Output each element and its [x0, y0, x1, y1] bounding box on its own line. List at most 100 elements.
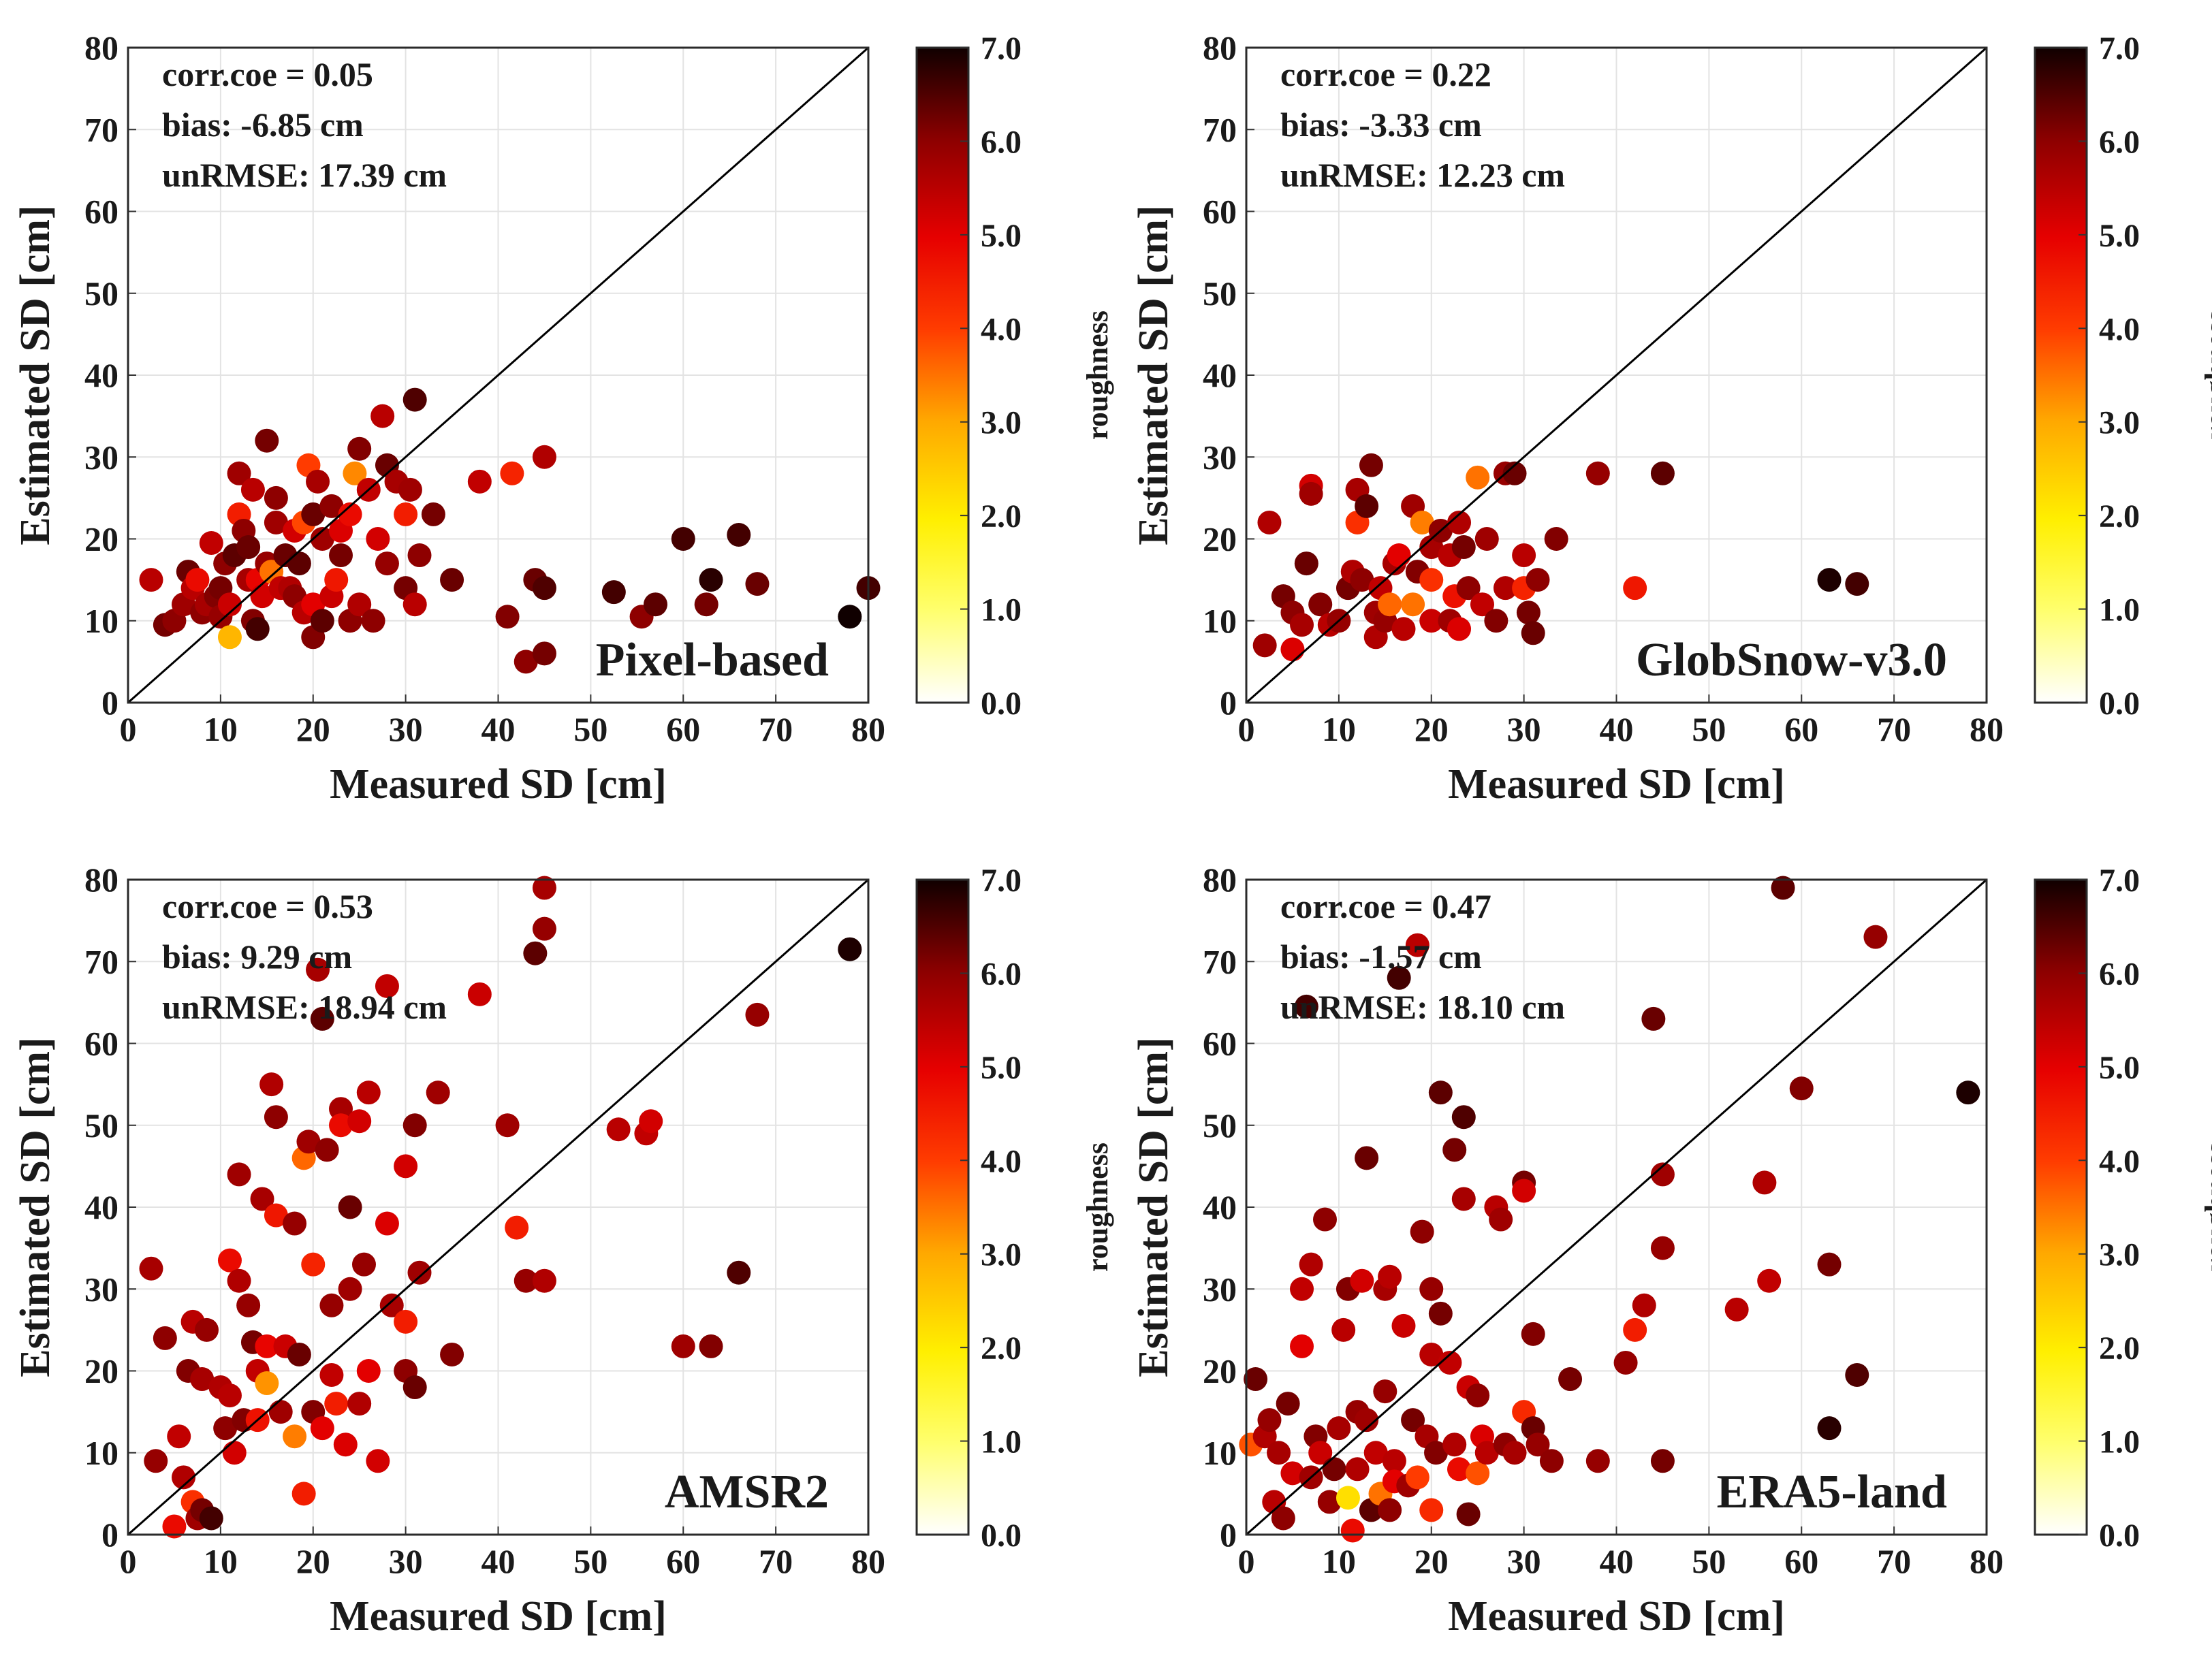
y-axis-label: Estimated SD [cm]: [1131, 205, 1177, 545]
colorbar-tick-label: 4.0: [981, 311, 1022, 347]
data-point: [1470, 592, 1494, 617]
data-point: [343, 461, 367, 485]
data-points: [1239, 876, 1980, 1543]
data-point: [1817, 568, 1842, 592]
data-point: [1757, 1268, 1782, 1293]
colorbar-tick-label: 5.0: [2099, 218, 2140, 254]
panel-title: ERA5-land: [1717, 1466, 1947, 1518]
x-tick-label: 60: [666, 1542, 700, 1580]
data-point: [514, 650, 538, 674]
data-point: [1401, 592, 1425, 617]
data-point: [217, 625, 242, 650]
data-point: [1355, 494, 1379, 518]
colorbar: 0.0 1.0 2.0 3.0 4.0 5.0 6.0 7.0 roughness: [915, 863, 1114, 1554]
data-point: [1512, 543, 1536, 568]
data-point: [1363, 1441, 1388, 1465]
colorbar-label: roughness: [2199, 1142, 2212, 1272]
stats-line-3: unRMSE: 17.39 cm: [162, 156, 447, 194]
data-point: [347, 436, 372, 461]
colorbar-tick-label: 5.0: [981, 1050, 1022, 1086]
plot-border: [127, 878, 870, 1536]
data-point: [1863, 925, 1888, 949]
colorbar-tick-label: 3.0: [2099, 405, 2140, 441]
data-point: [324, 1392, 349, 1416]
x-tick-label: 70: [759, 1542, 793, 1580]
data-point: [153, 1326, 177, 1350]
x-tick-label: 70: [759, 710, 793, 748]
data-point: [291, 1482, 316, 1506]
data-point: [347, 1392, 372, 1416]
data-point: [1382, 1449, 1406, 1473]
data-point: [1456, 1502, 1481, 1526]
data-point: [1350, 568, 1374, 592]
data-point: [255, 428, 279, 453]
colorbar-tick-label: 1.0: [2099, 1424, 2140, 1460]
data-point: [255, 1371, 279, 1396]
x-tick-label: 0: [1238, 1542, 1255, 1580]
data-point: [495, 605, 520, 629]
data-point: [1447, 1457, 1472, 1482]
x-tick-label: 80: [851, 1542, 885, 1580]
colorbar: 0.0 1.0 2.0 3.0 4.0 5.0 6.0 7.0 roughness: [2034, 863, 2212, 1554]
colorbar: 0.0 1.0 2.0 3.0 4.0 5.0 6.0 7.0 roughness: [915, 31, 1114, 722]
data-point: [283, 1211, 307, 1236]
plot-border: [1245, 46, 1988, 704]
data-point: [1299, 1252, 1323, 1277]
data-point: [236, 1293, 261, 1317]
stats-line-2: bias: -3.33 cm: [1280, 106, 1482, 144]
data-point: [329, 1097, 353, 1121]
data-point: [366, 1449, 390, 1473]
data-point: [1451, 1105, 1476, 1130]
data-point: [1489, 1207, 1513, 1232]
x-tick-label: 10: [1322, 710, 1356, 748]
stats-line-1: corr.coe = 0.22: [1280, 55, 1491, 93]
one-to-one-line: [1246, 46, 1987, 704]
data-point: [1359, 453, 1383, 477]
data-point: [1447, 617, 1472, 641]
data-point: [1419, 1498, 1444, 1522]
data-point: [1405, 1465, 1429, 1490]
data-point: [1419, 568, 1444, 592]
colorbar-tick-label: 4.0: [981, 1143, 1022, 1179]
data-point: [236, 535, 261, 560]
data-point: [1428, 1301, 1453, 1326]
y-tick-label: 30: [84, 1270, 118, 1308]
data-point: [523, 941, 548, 965]
data-point: [1290, 1277, 1314, 1301]
data-point: [319, 494, 344, 518]
data-point: [1456, 576, 1481, 601]
data-point: [745, 572, 770, 596]
data-point: [144, 1449, 168, 1473]
data-point: [1299, 481, 1323, 506]
y-tick-label: 0: [101, 684, 118, 722]
one-to-one-line: [1246, 878, 1987, 1536]
y-axis-label: Estimated SD [cm]: [12, 205, 59, 545]
data-point: [1280, 1461, 1305, 1486]
colorbar-gradient: [2034, 46, 2088, 704]
x-tick-label: 50: [1692, 710, 1726, 748]
colorbar-tick-label: 6.0: [2099, 956, 2140, 992]
colorbar-tick-label: 7.0: [2099, 31, 2140, 67]
data-point: [532, 445, 556, 469]
x-tick-label: 10: [1322, 1542, 1356, 1580]
stats-line-3: unRMSE: 18.10 cm: [1280, 988, 1565, 1026]
plot-border: [127, 46, 870, 704]
data-point: [1405, 933, 1429, 957]
y-axis-label: Estimated SD [cm]: [12, 1037, 59, 1377]
data-point: [301, 1252, 326, 1277]
data-point: [1632, 1293, 1656, 1317]
data-point: [1474, 527, 1499, 551]
y-tick-label: 20: [84, 520, 118, 558]
data-point: [1845, 1363, 1869, 1388]
y-tick-label: 30: [1203, 438, 1237, 476]
x-tick-label: 30: [389, 710, 423, 748]
y-tick-label: 60: [1203, 193, 1237, 231]
x-tick-label: 60: [1784, 710, 1818, 748]
y-tick-label: 60: [1203, 1025, 1237, 1063]
y-tick-label: 80: [1203, 861, 1237, 899]
data-point: [306, 957, 330, 982]
data-point: [199, 1506, 223, 1531]
colorbar-tick-label: 7.0: [981, 863, 1022, 899]
colorbar-tick-label: 3.0: [981, 1237, 1022, 1273]
data-point: [1585, 1449, 1610, 1473]
